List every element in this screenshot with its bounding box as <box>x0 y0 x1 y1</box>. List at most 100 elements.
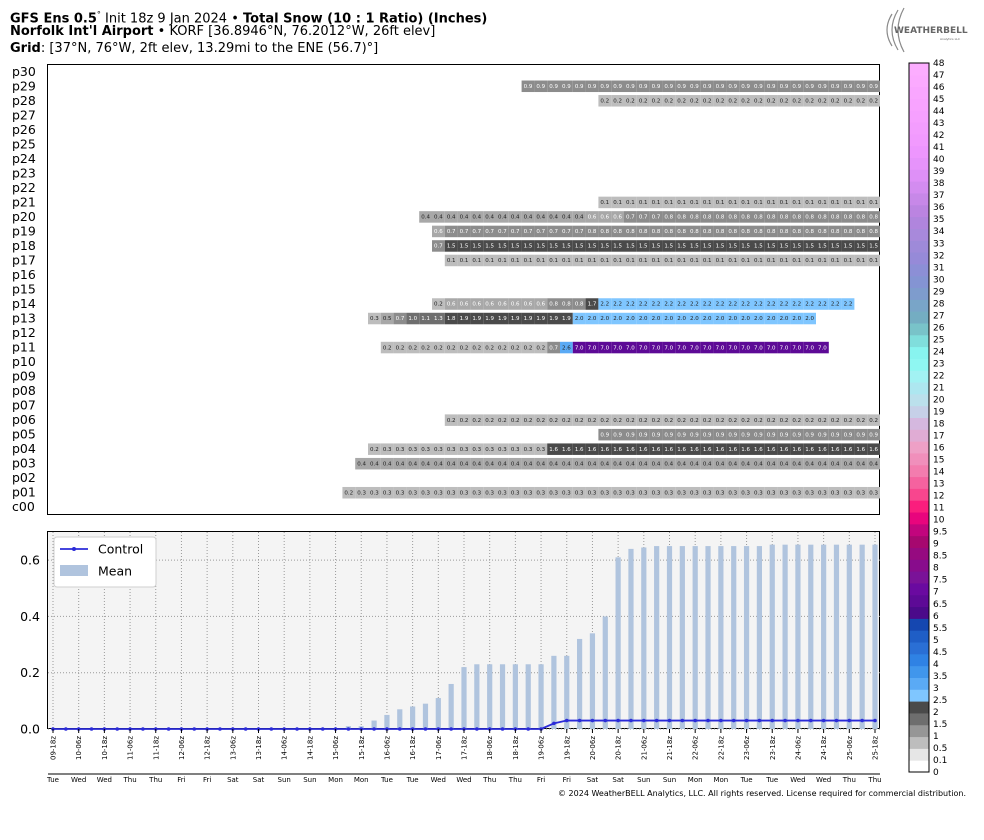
heatmap-cell <box>470 312 484 325</box>
heatmap-cell <box>841 211 855 223</box>
x-tick-label: 09-18z <box>50 736 58 760</box>
colorbar-label: 1.5 <box>933 720 947 730</box>
heatmap-cell-label: 0.1 <box>869 200 878 206</box>
heatmap-cell <box>598 240 612 252</box>
heatmap-cell-label: 1.6 <box>728 447 737 453</box>
heatmap-cell-label: 1.5 <box>613 244 622 250</box>
heatmap-cell <box>777 80 791 93</box>
heatmap-cell <box>828 443 842 455</box>
mean-bar <box>718 546 724 729</box>
heatmap-cell-label: 2.2 <box>600 302 609 308</box>
day-label: Wed <box>790 776 805 784</box>
heatmap-cell-label: 0.1 <box>818 258 827 264</box>
heatmap-cell-label: 0.2 <box>677 418 686 424</box>
heatmap-cell-label: 0.4 <box>383 461 392 467</box>
heatmap-cell <box>585 254 599 267</box>
heatmap-cell <box>828 457 842 470</box>
heatmap-cell-label: 0.3 <box>434 447 443 453</box>
heatmap-cell <box>713 80 727 93</box>
logo-text: WEATHERBELL <box>894 26 968 36</box>
colorbar-label: 0.1 <box>933 756 947 766</box>
colorbar-swatch <box>909 86 929 99</box>
heatmap-cell-label: 0.4 <box>472 461 481 467</box>
heatmap-cell <box>777 341 791 354</box>
colorbar-swatch <box>909 559 929 572</box>
heatmap-cell <box>867 225 880 238</box>
heatmap-cell-label: 0.2 <box>600 418 609 424</box>
heatmap-cell-label: 0.4 <box>524 215 533 221</box>
heatmap-cell-label: 0.8 <box>677 229 686 235</box>
heatmap-cell-label: 1.5 <box>716 244 725 250</box>
heatmap-cell <box>457 312 471 325</box>
heatmap-cell <box>790 95 804 107</box>
heatmap-cell-label: 1.5 <box>626 244 635 250</box>
colorbar-swatch <box>909 358 929 371</box>
heatmap-cell <box>841 414 855 426</box>
heatmap-cell <box>700 196 714 209</box>
heatmap-cell <box>496 457 509 470</box>
heatmap-cell <box>521 254 535 267</box>
heatmap-cell-label: 2.2 <box>613 302 622 308</box>
heatmap-cell-label: 0.7 <box>536 229 545 235</box>
colorbar-swatch <box>909 712 929 726</box>
heatmap-cell-label: 1.5 <box>780 244 789 250</box>
day-label: Mon <box>354 776 369 784</box>
heatmap-cell <box>688 312 701 325</box>
colorbar-swatch <box>909 582 929 596</box>
heatmap-cell-label: 0.2 <box>472 345 481 351</box>
heatmap-cell <box>816 254 829 267</box>
heatmap-cell-label: 0.9 <box>741 432 750 438</box>
heatmap-cell-label: 0.4 <box>549 215 558 221</box>
heatmap-cell <box>752 486 765 499</box>
heatmap-cell-label: 0.1 <box>767 258 776 264</box>
heatmap-cell-label: 2.2 <box>652 302 661 308</box>
heatmap-cell <box>700 486 714 499</box>
heatmap-cell <box>688 211 701 223</box>
colorbar-label: 23 <box>933 359 944 369</box>
heatmap-cell-label: 0.9 <box>728 432 737 438</box>
heatmap-cell <box>649 196 663 209</box>
heatmap-cell-label: 0.8 <box>844 229 853 235</box>
heatmap-cell <box>752 341 765 354</box>
x-tick-label: 11-18z <box>152 736 160 760</box>
heatmap-cell <box>611 298 624 310</box>
day-label: Tue <box>380 776 393 784</box>
colorbar-label: 2 <box>933 708 939 718</box>
heatmap-cell-label: 0.1 <box>588 258 597 264</box>
mean-bar <box>743 546 750 729</box>
heatmap-cell-label: 0.9 <box>780 84 789 90</box>
heatmap-cell-label: 0.8 <box>818 215 827 221</box>
x-tick-label: 22-18z <box>717 736 725 760</box>
mean-bar <box>808 544 814 729</box>
heatmap-cell <box>534 225 548 238</box>
heatmap-cell-label: 0.2 <box>460 345 469 351</box>
heatmap-cell <box>585 341 599 354</box>
heatmap-cell-label: 0.3 <box>396 447 405 453</box>
heatmap-cell-label: 0.8 <box>613 229 622 235</box>
heatmap-cell <box>636 80 650 93</box>
heatmap-cell <box>675 196 688 209</box>
heatmap-cell-label: 0.8 <box>741 215 750 221</box>
heatmap-cell <box>675 211 688 223</box>
heatmap-cell-label: 0.9 <box>690 84 699 90</box>
mean-bar <box>499 664 506 729</box>
colorbar-swatch <box>909 452 929 466</box>
colorbar-swatch <box>909 594 929 608</box>
heatmap-cell-label: 0.9 <box>716 84 725 90</box>
mean-bar <box>833 544 840 729</box>
heatmap-cell-label: 0.1 <box>626 258 635 264</box>
colorbar-swatch <box>909 665 929 678</box>
heatmap-cell <box>649 298 663 310</box>
heatmap-cell <box>739 312 752 325</box>
heatmap-cell <box>803 414 816 426</box>
heatmap-cell <box>624 341 637 354</box>
heatmap-cell-label: 1.6 <box>805 447 814 453</box>
heatmap-cell <box>726 80 740 93</box>
heatmap-cell-label: 0.4 <box>626 461 635 467</box>
heatmap-cell-label: 0.2 <box>421 345 430 351</box>
x-tick-label: 20-06z <box>589 736 597 760</box>
control-point <box>642 718 646 723</box>
row-label-p11: p11 <box>12 340 36 355</box>
heatmap-cell-label: 7.0 <box>588 345 597 351</box>
heatmap-cell-label: 1.5 <box>818 244 827 250</box>
